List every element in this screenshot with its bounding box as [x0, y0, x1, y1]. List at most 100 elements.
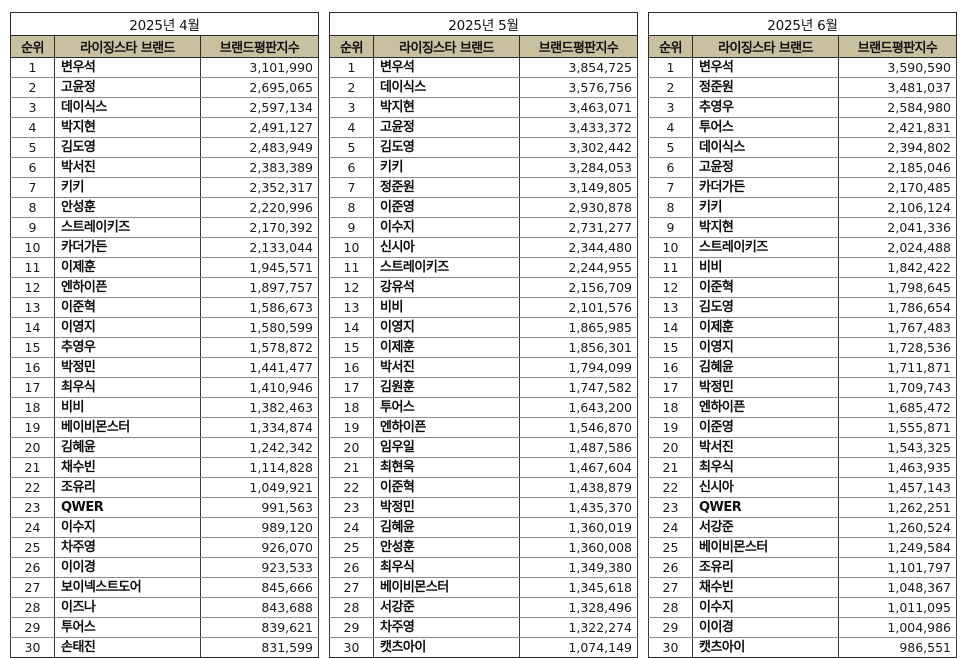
cell-brand: 추영우: [692, 97, 839, 118]
table-row: 3 박지현 3,463,071: [329, 97, 639, 118]
cell-rank: 4: [10, 117, 55, 138]
cell-rank: 14: [329, 317, 374, 338]
table-row: 27 채수빈 1,048,367: [648, 577, 958, 598]
cell-score: 2,383,389: [199, 157, 320, 178]
cell-rank: 10: [10, 237, 55, 258]
table-row: 18 투어스 1,643,200: [329, 397, 639, 418]
cell-rank: 12: [10, 277, 55, 298]
cell-brand: 이준혁: [373, 477, 520, 498]
cell-brand: 손태진: [54, 637, 201, 658]
cell-brand: 카더가든: [692, 177, 839, 198]
cell-score: 1,709,743: [837, 377, 958, 398]
cell-rank: 25: [329, 537, 374, 558]
cell-rank: 6: [329, 157, 374, 178]
cell-brand: 박정민: [373, 497, 520, 518]
cell-rank: 11: [648, 257, 693, 278]
cell-brand: 차주영: [373, 617, 520, 638]
cell-score: 1,897,757: [199, 277, 320, 298]
month-title-row: 2025년 5월: [328, 12, 639, 36]
cell-score: 3,433,372: [518, 117, 639, 138]
cell-brand: 이영지: [692, 337, 839, 358]
cell-brand: 신시아: [692, 477, 839, 498]
cell-rank: 1: [329, 57, 374, 78]
cell-brand: 엔하이픈: [692, 397, 839, 418]
cell-score: 2,106,124: [837, 197, 958, 218]
cell-score: 1,011,095: [837, 597, 958, 618]
table-row: 26 이이경 923,533: [10, 557, 320, 578]
cell-rank: 10: [329, 237, 374, 258]
cell-rank: 20: [10, 437, 55, 458]
table-row: 16 박정민 1,441,477: [10, 357, 320, 378]
cell-score: 1,555,871: [837, 417, 958, 438]
cell-score: 3,854,725: [518, 57, 639, 78]
table-row: 20 김혜윤 1,242,342: [10, 437, 320, 458]
table-row: 23 QWER 1,262,251: [648, 497, 958, 518]
cell-brand: 엔하이픈: [54, 277, 201, 298]
table-row: 17 김원훈 1,747,582: [329, 377, 639, 398]
cell-rank: 26: [329, 557, 374, 578]
cell-brand: 김원훈: [373, 377, 520, 398]
cell-score: 1,786,654: [837, 297, 958, 318]
column-header-score: 브랜드평판지수: [199, 35, 320, 58]
cell-rank: 5: [648, 137, 693, 158]
table-row: 14 이영지 1,865,985: [329, 317, 639, 338]
cell-score: 1,543,325: [837, 437, 958, 458]
cell-rank: 15: [10, 337, 55, 358]
cell-rank: 21: [10, 457, 55, 478]
cell-score: 1,322,274: [518, 617, 639, 638]
cell-score: 1,578,872: [199, 337, 320, 358]
cell-brand: 이수지: [373, 217, 520, 238]
cell-rank: 6: [10, 157, 55, 178]
cell-score: 2,584,980: [837, 97, 958, 118]
cell-rank: 19: [648, 417, 693, 438]
cell-score: 1,457,143: [837, 477, 958, 498]
table-row: 22 조유리 1,049,921: [10, 477, 320, 498]
cell-brand: 데이식스: [373, 77, 520, 98]
table-row: 7 정준원 3,149,805: [329, 177, 639, 198]
cell-brand: 비비: [692, 257, 839, 278]
column-header-row: 순위 라이징스타 브랜드 브랜드평판지수: [329, 35, 639, 58]
cell-score: 1,747,582: [518, 377, 639, 398]
cell-score: 1,004,986: [837, 617, 958, 638]
cell-rank: 22: [329, 477, 374, 498]
cell-brand: 박서진: [692, 437, 839, 458]
column-header-brand: 라이징스타 브랜드: [692, 35, 839, 58]
table-row: 28 서강준 1,328,496: [329, 597, 639, 618]
cell-rank: 17: [648, 377, 693, 398]
cell-rank: 2: [329, 77, 374, 98]
table-row: 28 이즈나 843,688: [10, 597, 320, 618]
cell-rank: 20: [648, 437, 693, 458]
cell-score: 2,695,065: [199, 77, 320, 98]
table-row: 1 변우석 3,590,590: [648, 57, 958, 78]
cell-score: 926,070: [199, 537, 320, 558]
cell-rank: 10: [648, 237, 693, 258]
cell-brand: 베이비몬스터: [54, 417, 201, 438]
table-row: 23 QWER 991,563: [10, 497, 320, 518]
cell-brand: 이수지: [692, 597, 839, 618]
table-row: 11 스트레이키즈 2,244,955: [329, 257, 639, 278]
cell-rank: 16: [329, 357, 374, 378]
cell-rank: 29: [329, 617, 374, 638]
table-row: 6 박서진 2,383,389: [10, 157, 320, 178]
table-row: 4 박지현 2,491,127: [10, 117, 320, 138]
table-row: 9 박지현 2,041,336: [648, 217, 958, 238]
cell-rank: 16: [10, 357, 55, 378]
table-row: 20 임우일 1,487,586: [329, 437, 639, 458]
cell-score: 2,024,488: [837, 237, 958, 258]
table-row: 2 고윤정 2,695,065: [10, 77, 320, 98]
cell-brand: 박지현: [54, 117, 201, 138]
cell-rank: 22: [648, 477, 693, 498]
table-row: 13 비비 2,101,576: [329, 297, 639, 318]
cell-score: 2,041,336: [837, 217, 958, 238]
cell-score: 1,262,251: [837, 497, 958, 518]
column-header-row: 순위 라이징스타 브랜드 브랜드평판지수: [648, 35, 958, 58]
cell-rank: 18: [648, 397, 693, 418]
table-row: 22 신시아 1,457,143: [648, 477, 958, 498]
table-row: 6 키키 3,284,053: [329, 157, 639, 178]
cell-rank: 19: [329, 417, 374, 438]
cell-score: 1,242,342: [199, 437, 320, 458]
table-row: 24 김혜윤 1,360,019: [329, 517, 639, 538]
cell-rank: 26: [648, 557, 693, 578]
month-table-block: 2025년 5월 순위 라이징스타 브랜드 브랜드평판지수 1 변우석 3,854,725 2…: [328, 12, 639, 658]
cell-rank: 27: [329, 577, 374, 598]
